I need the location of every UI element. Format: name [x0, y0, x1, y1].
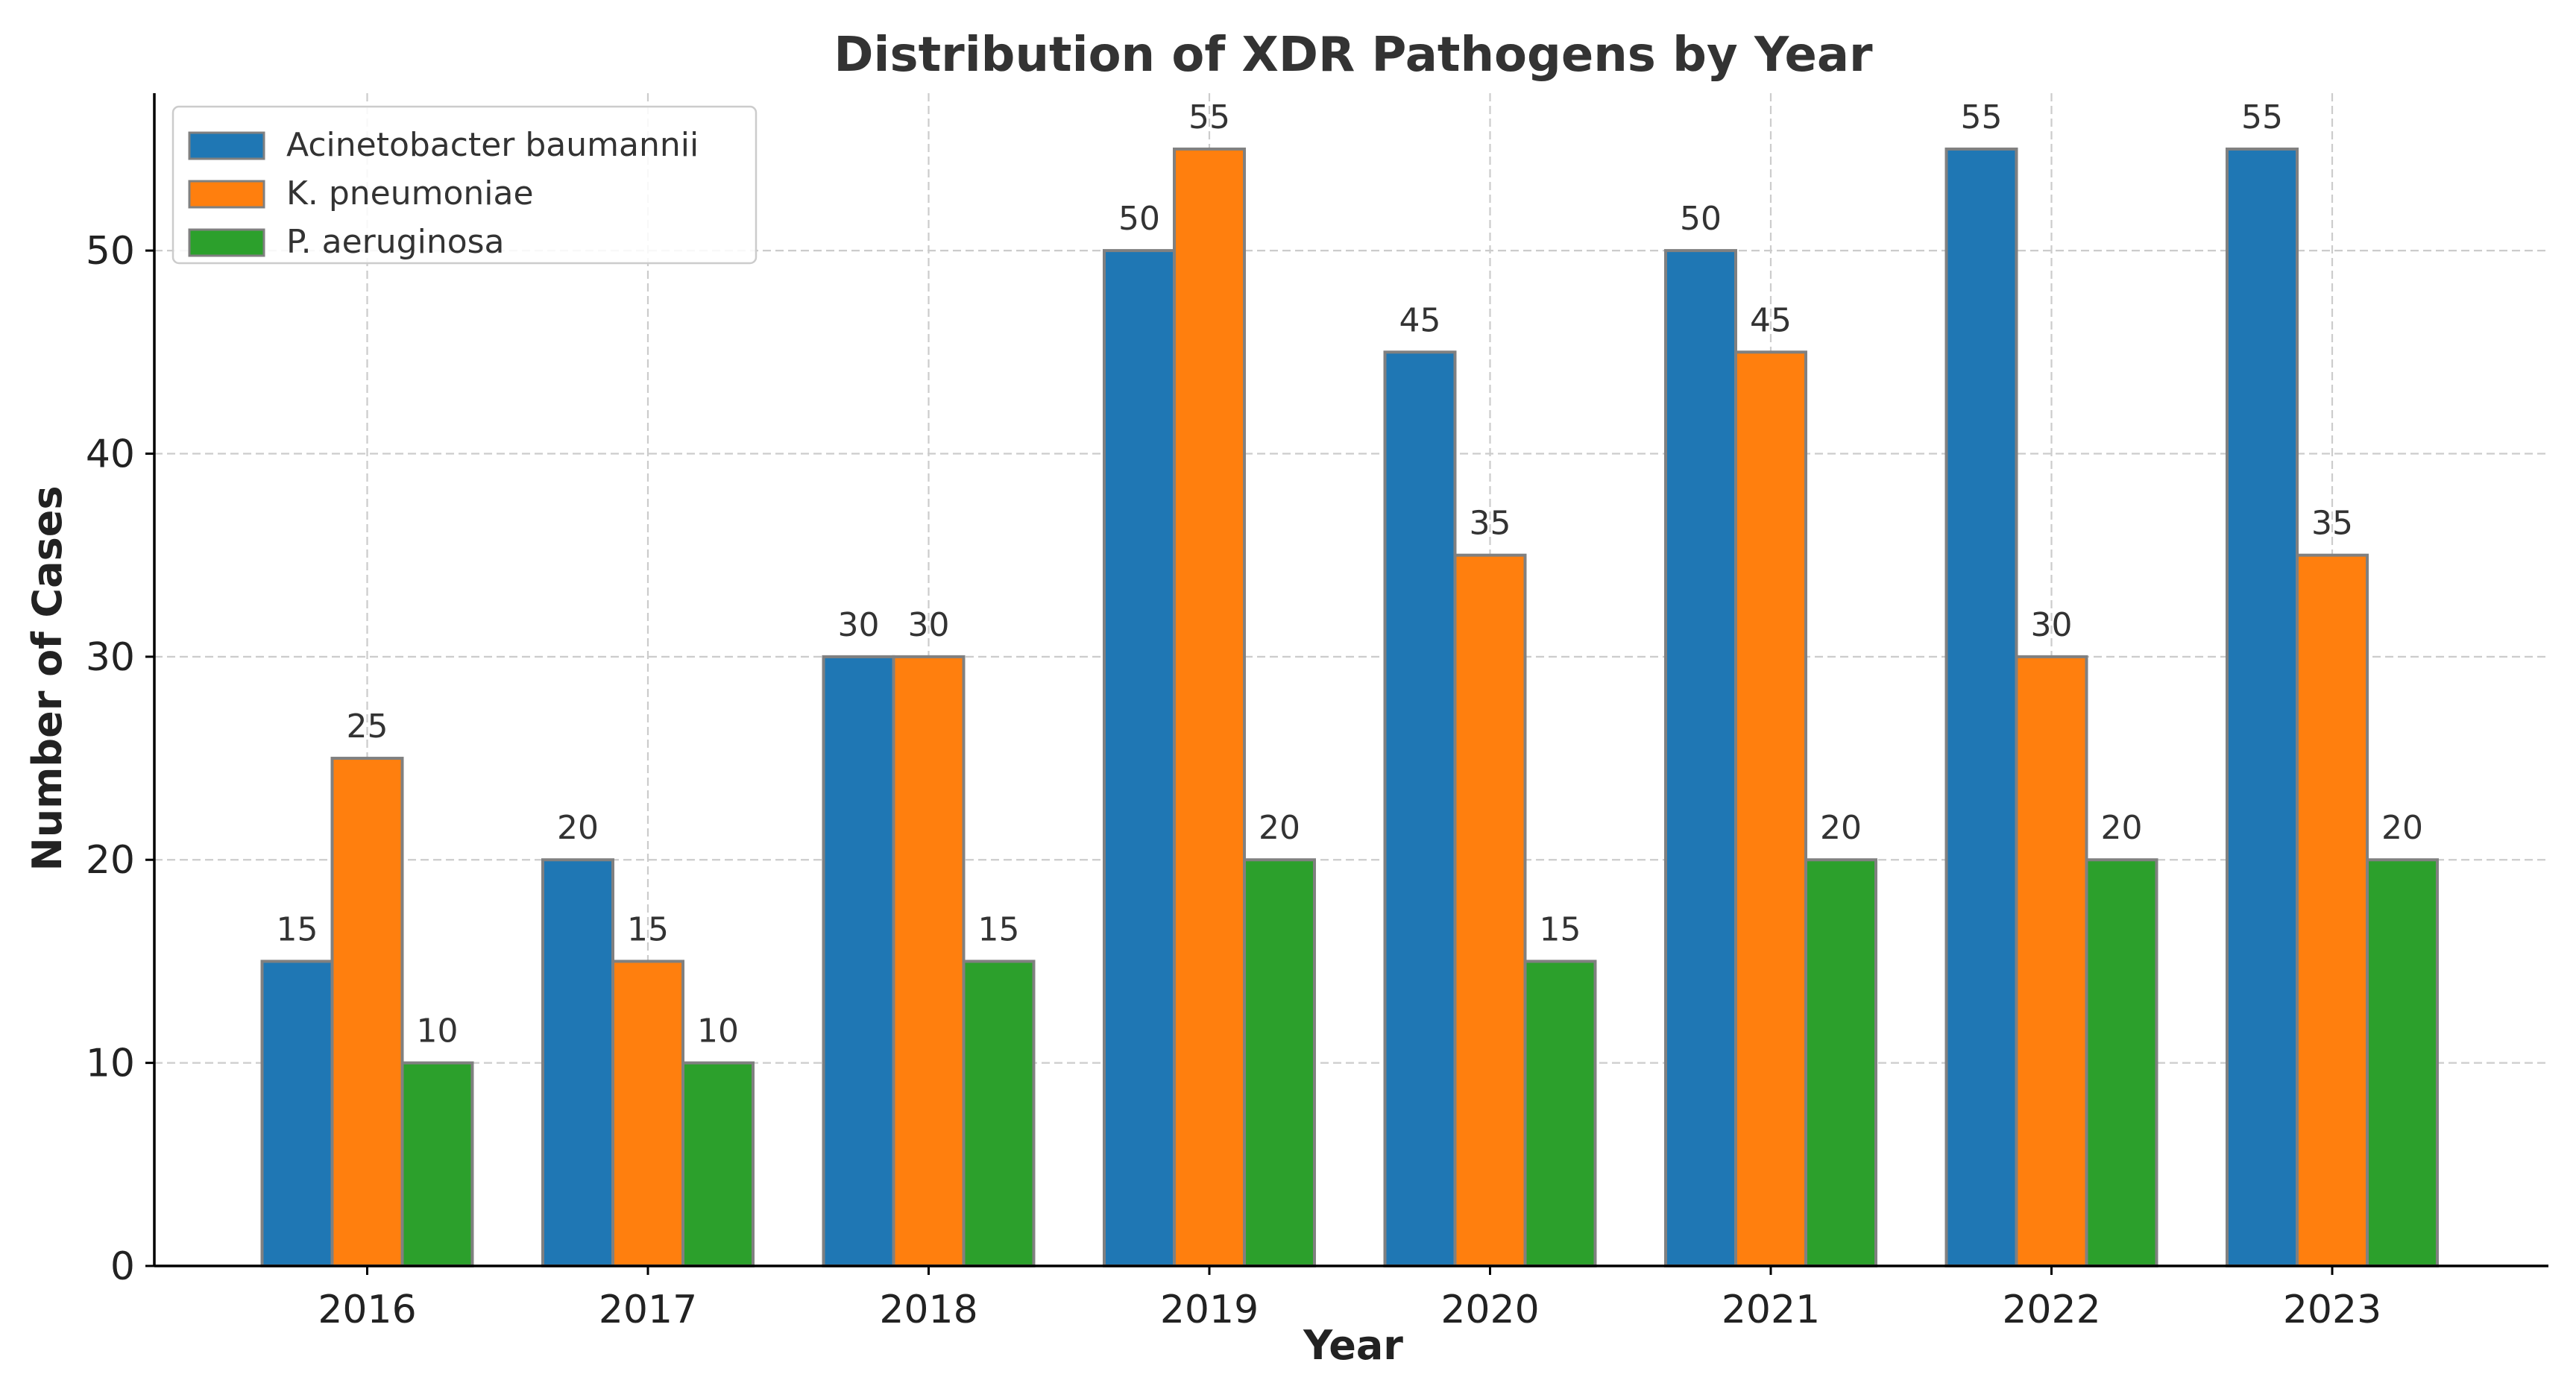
legend-swatch-3 — [188, 228, 265, 257]
x-tick-label: 2017 — [599, 1288, 697, 1332]
legend: Acinetobacter baumannii K. pneumoniae P. a… — [171, 105, 758, 265]
bar-2-2022 — [2015, 655, 2088, 1267]
data-label: 15 — [277, 910, 318, 948]
legend-label-2: K. pneumoniae — [286, 174, 534, 212]
y-tick-label: 40 — [86, 432, 135, 476]
y-tick-label: 30 — [86, 635, 135, 680]
y-axis-label: Number of Cases — [24, 486, 71, 872]
data-label: 25 — [347, 708, 388, 746]
data-labels-group: 15 20 30 50 45 50 55 55 25 15 30 55 35 45 30 35 10 10 15 20… — [277, 98, 2424, 1050]
grid-lines — [154, 93, 2548, 1266]
bar-2-2018 — [892, 655, 966, 1267]
data-label: 15 — [978, 910, 1020, 948]
bar-1-2023 — [2226, 147, 2299, 1267]
data-label: 20 — [2101, 809, 2143, 847]
data-label: 30 — [908, 606, 950, 644]
data-label: 20 — [1259, 809, 1300, 847]
data-label: 50 — [1118, 200, 1160, 238]
legend-swatch-2 — [188, 180, 265, 209]
data-label: 20 — [2381, 809, 2423, 847]
bar-3-2019 — [1243, 858, 1316, 1267]
legend-label-1: Acinetobacter baumannii — [286, 126, 699, 164]
bar-3-2021 — [1804, 858, 1877, 1267]
bar-1-2019 — [1103, 249, 1176, 1268]
bar-3-2017 — [681, 1061, 755, 1267]
data-label: 10 — [697, 1012, 739, 1050]
chart-title: Distribution of XDR Pathogens by Year — [834, 28, 1873, 83]
bars-group — [260, 147, 2439, 1268]
x-tick-label: 2021 — [1722, 1288, 1820, 1332]
data-label: 20 — [1820, 809, 1862, 847]
y-tick-label: 50 — [86, 229, 135, 274]
legend-swatch-1 — [188, 131, 265, 160]
x-axis-label: Year — [1303, 1322, 1403, 1369]
data-label: 20 — [557, 809, 599, 847]
x-tick-label: 2016 — [318, 1288, 416, 1332]
x-tick-label: 2019 — [1160, 1288, 1259, 1332]
data-label: 35 — [2311, 505, 2353, 543]
bar-3-2022 — [2085, 858, 2158, 1267]
bar-1-2021 — [1664, 249, 1737, 1268]
bar-3-2020 — [1523, 960, 1597, 1268]
bar-2-2016 — [330, 757, 404, 1267]
data-label: 50 — [1680, 200, 1722, 238]
data-label: 10 — [417, 1012, 459, 1050]
bar-3-2016 — [400, 1061, 474, 1267]
y-tick-label: 0 — [110, 1244, 135, 1289]
data-label: 55 — [2241, 98, 2283, 136]
axes-group — [153, 93, 2548, 1267]
x-tick-label: 2023 — [2283, 1288, 2381, 1332]
data-label: 55 — [1961, 98, 2003, 136]
bar-2-2019 — [1173, 147, 1246, 1267]
bar-1-2018 — [822, 655, 895, 1267]
data-label: 15 — [1540, 910, 1581, 948]
y-tick-label: 10 — [86, 1042, 135, 1086]
x-tick-label: 2020 — [1440, 1288, 1539, 1332]
bar-1-2016 — [260, 960, 334, 1268]
data-label: 30 — [838, 606, 880, 644]
x-tick-label: 2022 — [2002, 1288, 2100, 1332]
bar-1-2017 — [541, 858, 614, 1267]
bar-2-2021 — [1734, 350, 1807, 1267]
data-label: 30 — [2031, 606, 2073, 644]
data-label: 45 — [1750, 301, 1792, 339]
bar-2-2023 — [2296, 553, 2369, 1267]
bar-3-2018 — [962, 960, 1036, 1268]
bar-3-2023 — [2366, 858, 2439, 1267]
y-tick-label: 20 — [86, 838, 135, 883]
data-label: 55 — [1188, 98, 1230, 136]
x-tick-label: 2018 — [879, 1288, 977, 1332]
data-label: 35 — [1470, 505, 1511, 543]
bar-1-2022 — [1944, 147, 2018, 1267]
bar-1-2020 — [1383, 350, 1457, 1267]
legend-label-3: P. aeruginosa — [286, 223, 505, 261]
legend-box — [171, 105, 758, 265]
bar-2-2017 — [611, 960, 684, 1268]
data-label: 45 — [1399, 301, 1441, 339]
data-label: 15 — [627, 910, 669, 948]
bar-2-2020 — [1453, 553, 1527, 1267]
